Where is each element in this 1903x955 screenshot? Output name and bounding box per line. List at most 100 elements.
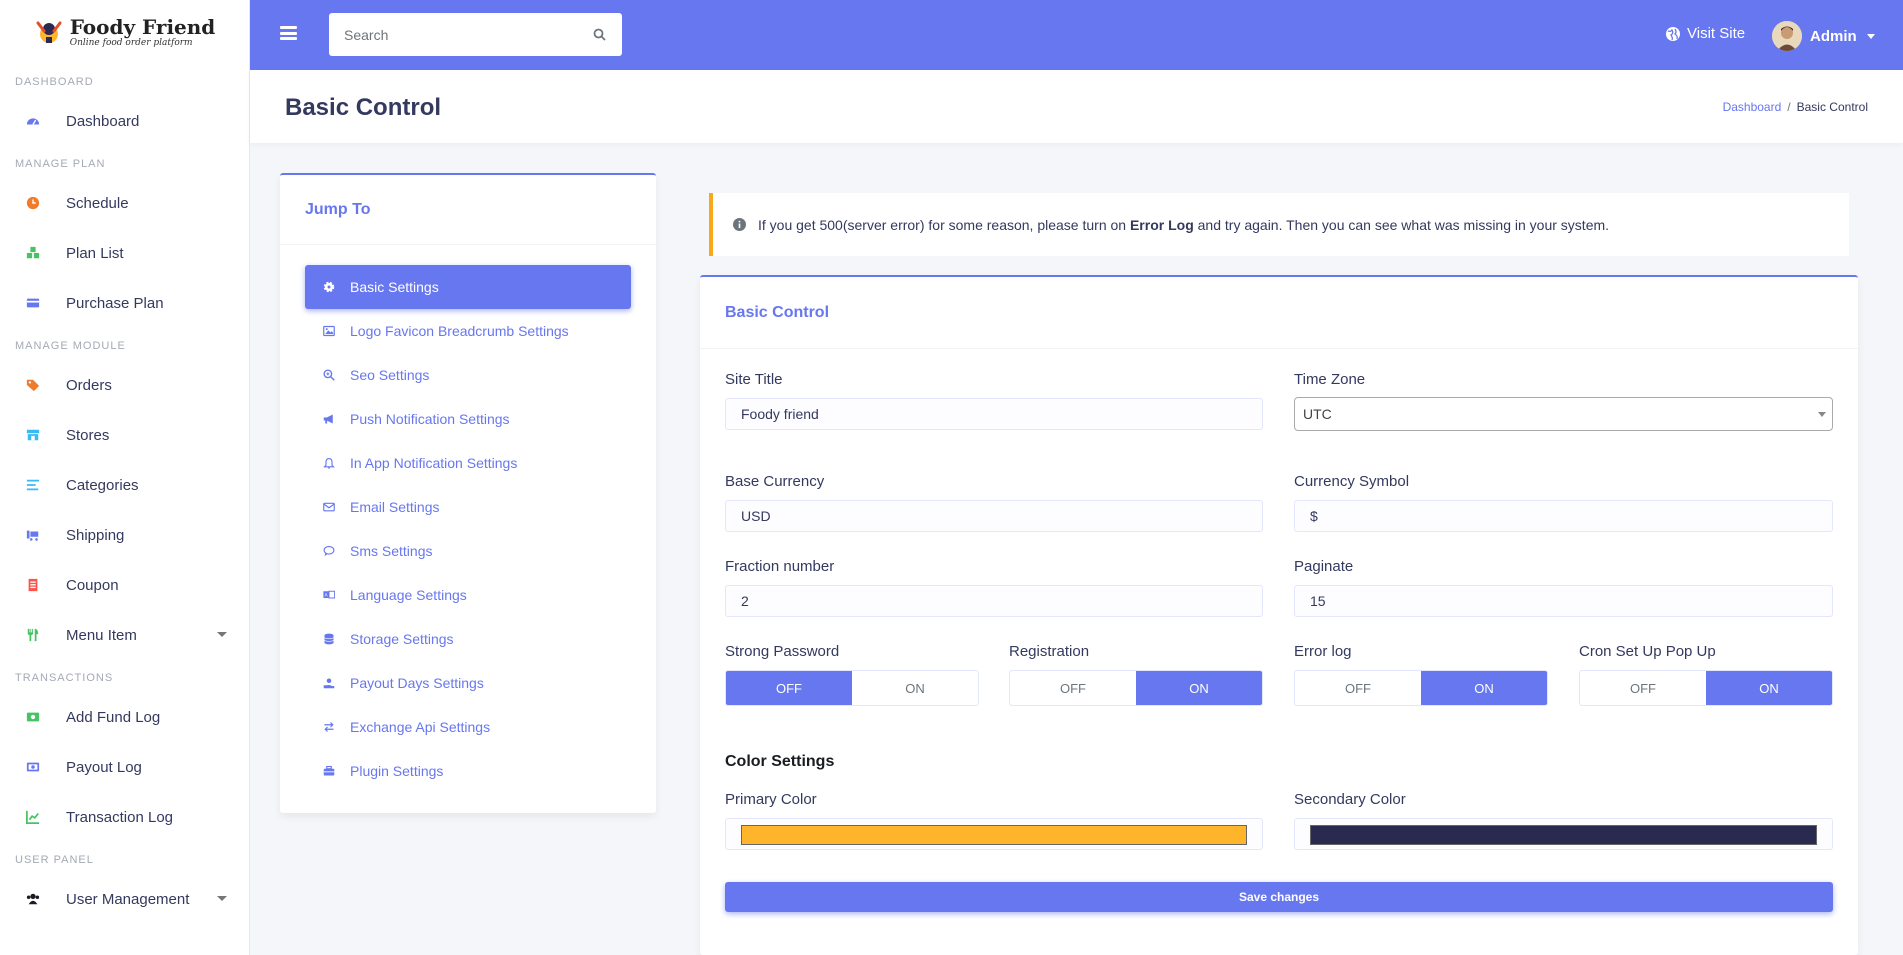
sidebar-item-label: Coupon	[66, 576, 119, 594]
jump-to-seo-settings[interactable]: Seo Settings	[305, 353, 631, 397]
sidebar-item-schedule[interactable]: Schedule	[0, 178, 249, 228]
sidebar-item-label: Menu Item	[66, 626, 137, 644]
time-zone-select[interactable]: UTC	[1294, 397, 1833, 431]
jump-to-label: Exchange Api Settings	[350, 719, 491, 735]
clock-icon	[25, 195, 41, 211]
secondary-color-input[interactable]	[1294, 818, 1833, 850]
sidebar-item-transaction-log[interactable]: Transaction Log	[0, 792, 249, 842]
sidebar-item-label: Shipping	[66, 526, 125, 544]
jump-to-push-notification-settings[interactable]: Push Notification Settings	[305, 397, 631, 441]
sidebar-item-dashboard[interactable]: Dashboard	[0, 96, 249, 146]
cron-popup-on-option[interactable]: ON	[1706, 671, 1832, 705]
cron-popup-label: Cron Set Up Pop Up	[1579, 643, 1716, 660]
strong-password-off-option[interactable]: OFF	[726, 671, 852, 705]
save-changes-button[interactable]: Save changes	[725, 882, 1833, 912]
cron-popup-off-option[interactable]: OFF	[1630, 680, 1656, 696]
jump-to-label: Logo Favicon Breadcrumb Settings	[350, 323, 569, 339]
registration-label: Registration	[1009, 643, 1090, 660]
card-title: Basic Control	[700, 277, 1858, 349]
jump-to-language-settings[interactable]: A Language Settings	[305, 573, 631, 617]
breadcrumb-current: Basic Control	[1796, 100, 1868, 114]
search-icon[interactable]	[593, 28, 606, 41]
sidebar-item-categories[interactable]: Categories	[0, 460, 249, 510]
sidebar-item-label: Categories	[66, 476, 139, 494]
page-title: Basic Control	[285, 94, 442, 121]
brand-logo-icon	[34, 17, 64, 47]
hand-holding-icon	[323, 677, 335, 689]
breadcrumb: Dashboard / Basic Control	[1722, 100, 1868, 114]
sidebar-item-label: Orders	[66, 376, 112, 394]
exchange-icon	[323, 721, 335, 733]
currency-symbol-label: Currency Symbol	[1294, 473, 1410, 490]
jump-to-basic-settings[interactable]: Basic Settings	[305, 265, 631, 309]
jump-to-payout-days-settings[interactable]: Payout Days Settings	[305, 661, 631, 705]
cubes-icon	[25, 245, 41, 261]
jump-to-label: Plugin Settings	[350, 763, 444, 779]
sidebar-item-plan-list[interactable]: Plan List	[0, 228, 249, 278]
registration-off-option[interactable]: OFF	[1060, 680, 1086, 696]
sidebar-item-label: User Management	[66, 890, 190, 908]
jump-to-logo-favicon-breadcrumb-settings[interactable]: Logo Favicon Breadcrumb Settings	[305, 309, 631, 353]
image-icon	[323, 325, 335, 337]
error-log-toggle: OFF ON	[1294, 670, 1548, 706]
user-dropdown[interactable]: Admin	[1772, 21, 1875, 51]
cron-popup-toggle: OFF ON	[1579, 670, 1833, 706]
sidebar-item-user-management[interactable]: User Management	[0, 874, 249, 924]
visit-site-link[interactable]: Visit Site	[1665, 25, 1745, 42]
sidebar-item-menu-item[interactable]: Menu Item	[0, 610, 249, 660]
paginate-label: Paginate	[1294, 558, 1354, 575]
user-name: Admin	[1810, 27, 1857, 45]
strong-password-on-option[interactable]: ON	[905, 680, 925, 696]
jump-to-label: Sms Settings	[350, 543, 433, 559]
registration-on-option[interactable]: ON	[1136, 671, 1262, 705]
currency-symbol-input[interactable]: $	[1294, 500, 1833, 532]
jump-to-plugin-settings[interactable]: Plugin Settings	[305, 749, 631, 793]
jump-to-exchange-api-settings[interactable]: Exchange Api Settings	[305, 705, 631, 749]
site-title-label: Site Title	[725, 371, 783, 388]
sidebar-item-orders[interactable]: Orders	[0, 360, 249, 410]
utensils-icon	[25, 627, 41, 643]
strong-password-toggle: OFF ON	[725, 670, 979, 706]
users-icon	[25, 891, 41, 907]
strong-password-label: Strong Password	[725, 643, 840, 660]
search-box	[329, 13, 622, 56]
avatar	[1772, 21, 1802, 51]
jump-to-in-app-notification-settings[interactable]: In App Notification Settings	[305, 441, 631, 485]
jump-to-title: Jump To	[280, 175, 656, 245]
jump-to-label: In App Notification Settings	[350, 455, 518, 471]
breadcrumb-dashboard-link[interactable]: Dashboard	[1722, 100, 1782, 114]
brand[interactable]: Foody Friend Online food order platform	[0, 0, 249, 64]
error-log-alert: If you get 500(server error) for some re…	[709, 193, 1849, 256]
error-log-on-option[interactable]: ON	[1421, 671, 1547, 705]
time-zone-value: UTC	[1303, 406, 1332, 422]
sidebar-item-coupon[interactable]: Coupon	[0, 560, 249, 610]
sidebar-item-add-fund-log[interactable]: Add Fund Log	[0, 692, 249, 742]
visit-site-label: Visit Site	[1687, 25, 1746, 42]
sidebar-item-payout-log[interactable]: Payout Log	[0, 742, 249, 792]
base-currency-input[interactable]: USD	[725, 500, 1263, 532]
bullhorn-icon	[323, 413, 335, 425]
sidebar-item-shipping[interactable]: Shipping	[0, 510, 249, 560]
brand-tagline: Online food order platform	[69, 37, 193, 48]
secondary-color-label: Secondary Color	[1294, 791, 1406, 808]
paginate-input[interactable]: 15	[1294, 585, 1833, 617]
sidebar-menu: DASHBOARD Dashboard MANAGE PLAN Schedule Pla…	[0, 64, 249, 924]
jump-to-email-settings[interactable]: Email Settings	[305, 485, 631, 529]
sidebar-item-purchase-plan[interactable]: Purchase Plan	[0, 278, 249, 328]
jump-to-label: Basic Settings	[350, 279, 439, 295]
envelope-icon	[323, 501, 335, 513]
sidebar-item-stores[interactable]: Stores	[0, 410, 249, 460]
sidebar-item-label: Transaction Log	[66, 808, 174, 826]
jump-to-sms-settings[interactable]: Sms Settings	[305, 529, 631, 573]
truck-icon	[25, 527, 41, 543]
error-log-off-option[interactable]: OFF	[1345, 680, 1371, 696]
jump-to-storage-settings[interactable]: Storage Settings	[305, 617, 631, 661]
search-input[interactable]	[329, 13, 569, 56]
site-title-input[interactable]: Foody friend	[725, 398, 1263, 430]
menu-section-header: MANAGE MODULE	[15, 340, 126, 352]
hamburger-menu-icon[interactable]	[280, 26, 297, 40]
primary-color-input[interactable]	[725, 818, 1263, 850]
fraction-number-input[interactable]: 2	[725, 585, 1263, 617]
sidebar: Foody Friend Online food order platform …	[0, 0, 250, 955]
basic-control-card: Basic Control Site Title Foody friend Ti…	[700, 275, 1858, 955]
